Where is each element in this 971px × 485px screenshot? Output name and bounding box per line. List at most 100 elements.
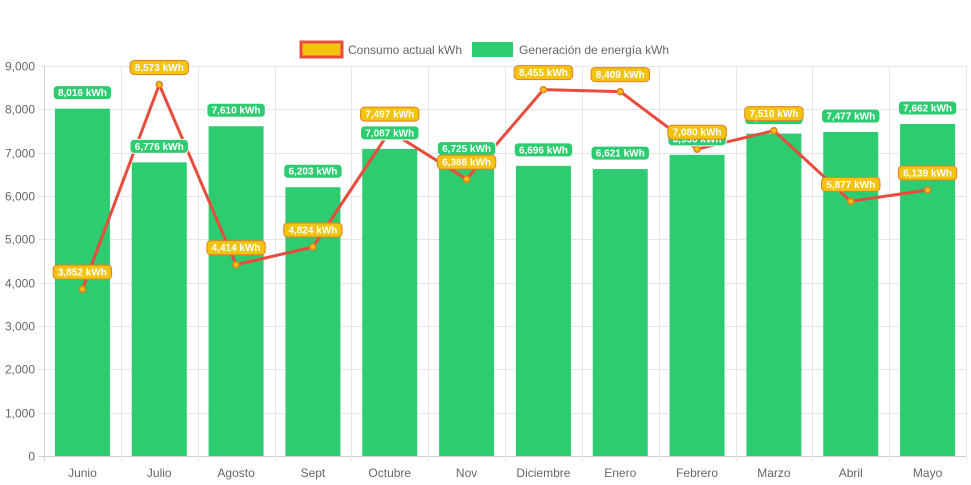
line-data-label: 6,139 kWh xyxy=(897,165,958,181)
line-data-label-text: 4,414 kWh xyxy=(212,243,261,254)
x-axis: Junio Julio Agosto Sept Octubre Nov Diciembre E… xyxy=(68,466,943,480)
x-tick-label: Nov xyxy=(456,466,477,480)
bar[interactable] xyxy=(439,164,495,457)
line-data-label-text: 8,455 kWh xyxy=(519,68,568,79)
x-tick-label: Febrero xyxy=(676,466,718,480)
line-point[interactable] xyxy=(847,197,855,206)
line-point[interactable] xyxy=(78,285,87,293)
bar[interactable] xyxy=(669,154,725,457)
line-data-label-text: 4,824 kWh xyxy=(288,225,337,236)
x-tick-label: Diciembre xyxy=(516,466,570,480)
bar-data-label-text: 8,016 kWh xyxy=(58,88,107,99)
bar-data-label-text: 7,610 kWh xyxy=(212,106,261,117)
bar-data-label-bg xyxy=(129,138,189,154)
line-point[interactable] xyxy=(155,80,163,89)
line-point[interactable] xyxy=(462,175,471,183)
line-data-label-text: 7,080 kWh xyxy=(673,128,722,139)
bar[interactable] xyxy=(515,165,571,456)
line-path xyxy=(80,83,928,290)
y-tick-label: 3,000 xyxy=(5,320,35,334)
line-data-label: 5,877 kWh xyxy=(821,176,881,192)
bar-data-label: 6,203 kWh xyxy=(283,163,343,179)
line-data-label-bg xyxy=(436,154,497,170)
bar-data-label-bg xyxy=(283,163,343,179)
x-tick-label: Julio xyxy=(147,466,172,480)
line-point[interactable] xyxy=(923,186,932,194)
bar-data-label: 7,087 kWh xyxy=(360,125,420,141)
line-data-label-text: 6,388 kWh xyxy=(442,158,491,169)
line-data-label-text: 7,497 kWh xyxy=(365,110,414,121)
legend-label-generacion: Generación de energía kWh xyxy=(519,43,669,57)
bar-data-label-bg xyxy=(360,125,420,141)
line-data-label: 7,510 kWh xyxy=(744,106,804,122)
bar[interactable] xyxy=(592,169,648,456)
legend: Consumo actual kWh Generación de energía… xyxy=(299,40,669,59)
line-data-label-bg xyxy=(744,106,804,122)
bar-data-label: 7,477 kWh xyxy=(821,108,881,124)
line-data-label-text: 8,573 kWh xyxy=(135,63,184,74)
legend-item-consumo[interactable]: Consumo actual kWh xyxy=(299,40,462,59)
line-point[interactable] xyxy=(539,85,548,94)
line-data-label: 8,573 kWh xyxy=(129,60,189,76)
line-data-label: 6,388 kWh xyxy=(436,154,497,170)
line-point[interactable] xyxy=(770,126,778,135)
line-data-label-bg xyxy=(821,176,881,192)
bar[interactable] xyxy=(746,133,802,456)
bar-data-label-text: 7,087 kWh xyxy=(365,128,414,139)
bar-data-label-text: 6,725 kWh xyxy=(442,144,491,155)
bar-data-label: 8,016 kWh xyxy=(52,85,113,101)
bar-data-label-text: 6,203 kWh xyxy=(288,167,337,178)
line-data-label-bg xyxy=(897,165,958,181)
line-data-label: 8,455 kWh xyxy=(513,65,574,81)
line-point[interactable] xyxy=(309,243,317,251)
bar[interactable] xyxy=(208,126,264,456)
bar-data-label: 7,610 kWh xyxy=(206,102,266,118)
line-data-label-text: 7,510 kWh xyxy=(749,109,798,120)
bar-data-label: 6,696 kWh xyxy=(513,142,574,158)
bar[interactable] xyxy=(131,162,187,456)
line-data-label: 4,824 kWh xyxy=(283,222,343,238)
y-axis: 0 1,000 2,000 3,000 4,000 5,000 6,000 7,000 8,00… xyxy=(5,60,35,464)
bar-data-label-text: 6,696 kWh xyxy=(519,145,568,156)
bar-data-label-bg xyxy=(821,108,881,124)
line-point[interactable] xyxy=(616,87,624,96)
y-tick-label: 2,000 xyxy=(5,363,35,377)
bar-series xyxy=(54,108,956,457)
gridlines xyxy=(39,66,967,461)
bar-data-label-bg xyxy=(513,142,574,158)
x-tick-label: Mayo xyxy=(913,466,943,480)
bar-data-label: 6,621 kWh xyxy=(590,145,650,161)
line-data-label: 7,080 kWh xyxy=(667,124,727,140)
x-tick-label: Enero xyxy=(604,466,636,480)
x-tick-label: Sept xyxy=(301,466,326,480)
bar-data-label-text: 7,477 kWh xyxy=(826,111,875,122)
bar[interactable] xyxy=(362,148,418,456)
x-tick-label: Agosto xyxy=(217,466,255,480)
line-data-label-text: 6,139 kWh xyxy=(903,168,952,179)
bar-data-labels: 8,016 kWh 6,776 kWh 7,610 kWh 6,203 kWh 7,08… xyxy=(52,85,958,179)
x-tick-label: Octubre xyxy=(368,466,411,480)
bar-data-label-bg xyxy=(206,102,266,118)
line-data-label-bg xyxy=(283,222,343,238)
bar-data-label-text: 6,776 kWh xyxy=(135,142,184,153)
y-tick-label: 6,000 xyxy=(5,190,35,204)
y-tick-label: 1,000 xyxy=(5,407,35,421)
legend-item-generacion[interactable]: Generación de energía kWh xyxy=(472,42,669,57)
line-data-label-bg xyxy=(513,65,574,81)
y-tick-label: 7,000 xyxy=(5,147,35,161)
bar-data-label-text: 6,950 kWh xyxy=(673,134,722,145)
line-data-label-bg xyxy=(129,60,189,76)
line-data-label-bg xyxy=(360,106,420,122)
bar-data-label: 6,776 kWh xyxy=(129,138,189,154)
line-data-label-text: 3,852 kWh xyxy=(58,268,107,279)
y-tick-label: 9,000 xyxy=(5,60,35,74)
line-data-label-bg xyxy=(667,124,727,140)
legend-label-consumo: Consumo actual kWh xyxy=(348,43,462,57)
line-point[interactable] xyxy=(693,145,701,153)
bar-data-label-bg xyxy=(590,145,650,161)
x-tick-label: Abril xyxy=(839,466,863,480)
bar[interactable] xyxy=(54,108,110,456)
line-point[interactable] xyxy=(232,260,240,269)
bar-data-label: 7,662 kWh xyxy=(897,100,958,116)
